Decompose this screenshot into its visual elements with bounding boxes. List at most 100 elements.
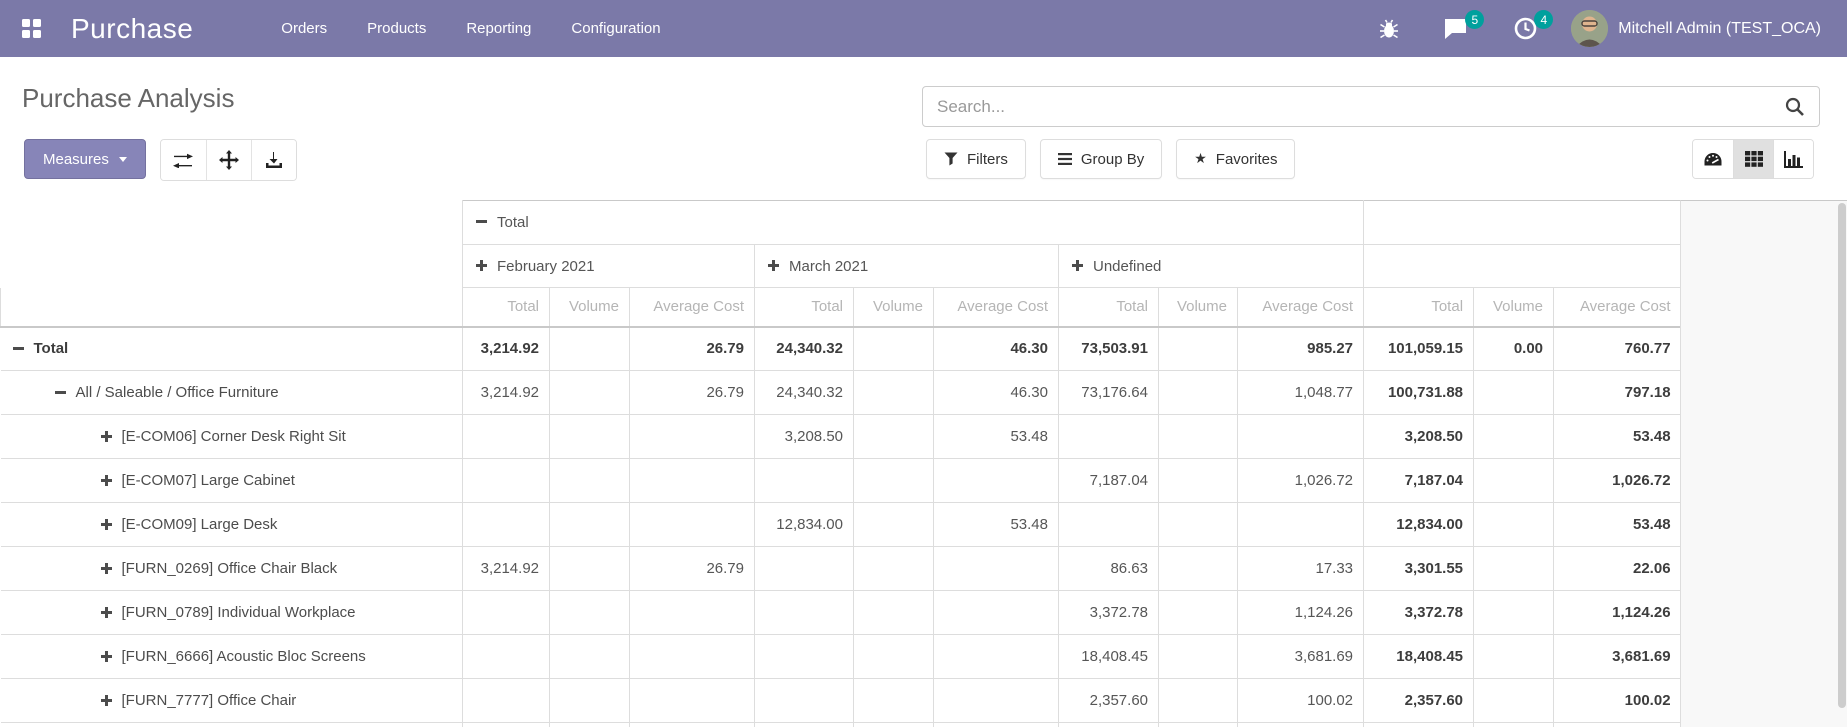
pivot-cell — [462, 678, 550, 723]
table-grid-icon — [1744, 151, 1763, 167]
flip-axis-button[interactable] — [160, 140, 206, 180]
pivot-cell: 3,681.69 — [1236, 634, 1364, 679]
group-by-button[interactable]: Group By — [1039, 139, 1163, 179]
pivot-cell — [1473, 502, 1554, 547]
debug-bug-icon[interactable] — [1379, 18, 1399, 40]
pivot-cell — [1236, 502, 1364, 547]
pivot-col-group-header[interactable]: Undefined — [1057, 244, 1365, 288]
pivot-cell — [1473, 590, 1554, 635]
pivot-row-header[interactable]: [E-COM09] Large Desk — [0, 502, 463, 547]
menu-orders[interactable]: Orders — [281, 20, 328, 37]
measures-button[interactable]: Measures — [24, 139, 146, 179]
expand-icon[interactable] — [1072, 259, 1083, 271]
search-icon[interactable] — [1785, 97, 1805, 117]
expand-icon[interactable] — [768, 259, 779, 271]
pivot-cell: 46.30 — [933, 370, 1059, 415]
activities-clock-icon[interactable]: 4 — [1514, 10, 1554, 40]
pivot-cell — [549, 414, 630, 459]
pivot-measure-header[interactable]: Volume — [549, 287, 630, 328]
pivot-cell: 100.02 — [1236, 678, 1364, 723]
star-icon: ★ — [1194, 151, 1207, 167]
pivot-cell — [1158, 458, 1238, 503]
pivot-cell — [853, 590, 934, 635]
pivot-row-header[interactable]: All / Saleable / Office Furniture — [0, 370, 463, 415]
messages-icon[interactable]: 5 — [1443, 10, 1485, 40]
pivot-measure-header[interactable]: Average Cost — [933, 287, 1059, 328]
expand-icon[interactable] — [100, 519, 112, 530]
pivot-col-root-header[interactable]: Total — [461, 200, 1365, 245]
pivot-view-button[interactable] — [1733, 140, 1773, 178]
navbar-right: 5 4 Mitchell Admin (TEST_OCA) — [1349, 10, 1821, 47]
pivot-col-group-header[interactable]: March 2021 — [754, 244, 1059, 288]
pivot-row-header[interactable]: [E-COM07] Large Cabinet — [0, 458, 463, 503]
pivot-cell: 22.06 — [1553, 546, 1681, 591]
expand-icon[interactable] — [100, 607, 112, 618]
pivot-cell — [1158, 722, 1238, 727]
user-name[interactable]: Mitchell Admin (TEST_OCA) — [1618, 19, 1821, 37]
menu-reporting[interactable]: Reporting — [466, 20, 532, 37]
pivot-measure-header[interactable]: Total — [754, 287, 854, 328]
pivot-measure-header[interactable]: Average Cost — [629, 287, 755, 328]
pivot-measure-header[interactable]: Total — [462, 287, 550, 328]
user-avatar[interactable] — [1571, 10, 1609, 47]
pivot-cell: 2,357.60 — [1058, 678, 1159, 723]
pivot-measure-header[interactable]: Volume — [853, 287, 934, 328]
graph-view-button[interactable] — [1773, 140, 1813, 178]
pivot-measure-header[interactable]: Average Cost — [1236, 287, 1364, 328]
collapse-icon[interactable] — [12, 343, 24, 354]
dashboard-view-button[interactable] — [1693, 140, 1733, 178]
page-title: Purchase Analysis — [22, 83, 235, 113]
collapse-icon[interactable] — [476, 216, 487, 227]
pivot-cell — [933, 722, 1059, 727]
pivot-row-header[interactable]: [FURN_7777] Office Chair — [0, 678, 463, 723]
expand-icon[interactable] — [100, 431, 112, 442]
search-input[interactable] — [923, 96, 1785, 117]
pivot-measure-header[interactable]: Average Cost — [1553, 287, 1681, 328]
pivot-cell: 3,372.78 — [1058, 590, 1159, 635]
pivot-row-label: [FURN_6666] Acoustic Bloc Screens — [121, 648, 366, 665]
pivot-cell: 3,208.50 — [1363, 414, 1474, 459]
pivot-row: [E-COM09] Large Desk 12,834.00 53.48 12,834… — [0, 502, 1681, 547]
menu-products[interactable]: Products — [367, 20, 427, 37]
app-brand[interactable]: Purchase — [71, 12, 194, 44]
expand-all-button[interactable] — [205, 140, 251, 180]
pivot-cell — [933, 634, 1059, 679]
expand-icon[interactable] — [100, 651, 112, 662]
download-button[interactable] — [250, 140, 296, 180]
pivot-cell — [462, 590, 550, 635]
pivot-measure-header[interactable]: Total — [1058, 287, 1159, 328]
pivot-cell: 53.48 — [1553, 414, 1681, 459]
pivot-row-header[interactable]: [FURN_0789] Individual Workplace — [0, 590, 463, 635]
pivot-cell: 12,834.00 — [1363, 502, 1474, 547]
expand-icon[interactable] — [100, 563, 112, 574]
pivot-measure-header[interactable]: Volume — [1158, 287, 1238, 328]
expand-icon[interactable] — [100, 695, 112, 706]
menu-configuration[interactable]: Configuration — [571, 20, 661, 37]
pivot-measure-header[interactable]: Volume — [1473, 287, 1554, 328]
pivot-cell — [549, 634, 630, 679]
pivot-col-group-header[interactable]: February 2021 — [462, 244, 755, 288]
filters-label: Filters — [967, 150, 1008, 168]
collapse-icon[interactable] — [54, 387, 66, 398]
filters-button[interactable]: Filters — [926, 139, 1026, 179]
pivot-cell — [549, 590, 630, 635]
pivot-cell: 26.79 — [629, 370, 755, 415]
vertical-scrollbar[interactable] — [1838, 203, 1846, 708]
pivot-row: All / Saleable / Office Furniture 3,214.9… — [0, 370, 1681, 415]
pivot-cell — [629, 722, 755, 727]
apps-menu-icon[interactable] — [22, 19, 41, 38]
pivot-cell: 2,357.60 — [1363, 678, 1474, 723]
messages-count-badge: 5 — [1465, 10, 1485, 29]
pivot-cell: 24,340.32 — [754, 326, 854, 371]
expand-icon[interactable] — [476, 259, 487, 271]
pivot-row-header[interactable]: Total — [0, 326, 463, 371]
pivot-row-header[interactable]: [FURN_0269] Office Chair Black — [0, 546, 463, 591]
expand-icon[interactable] — [100, 475, 112, 486]
pivot-row-header[interactable]: [FURN_6666] Acoustic Bloc Screens — [0, 634, 463, 679]
pivot-row-header[interactable]: [E-COM06] Corner Desk Right Sit — [0, 414, 463, 459]
main-menu: Orders Products Reporting Configuration — [281, 20, 660, 37]
favorites-button[interactable]: ★ Favorites — [1176, 139, 1296, 179]
pivot-measure-header[interactable]: Total — [1363, 287, 1474, 328]
pivot-row: [FURN_6666] Acoustic Bloc Screens 18,408.… — [0, 634, 1681, 679]
